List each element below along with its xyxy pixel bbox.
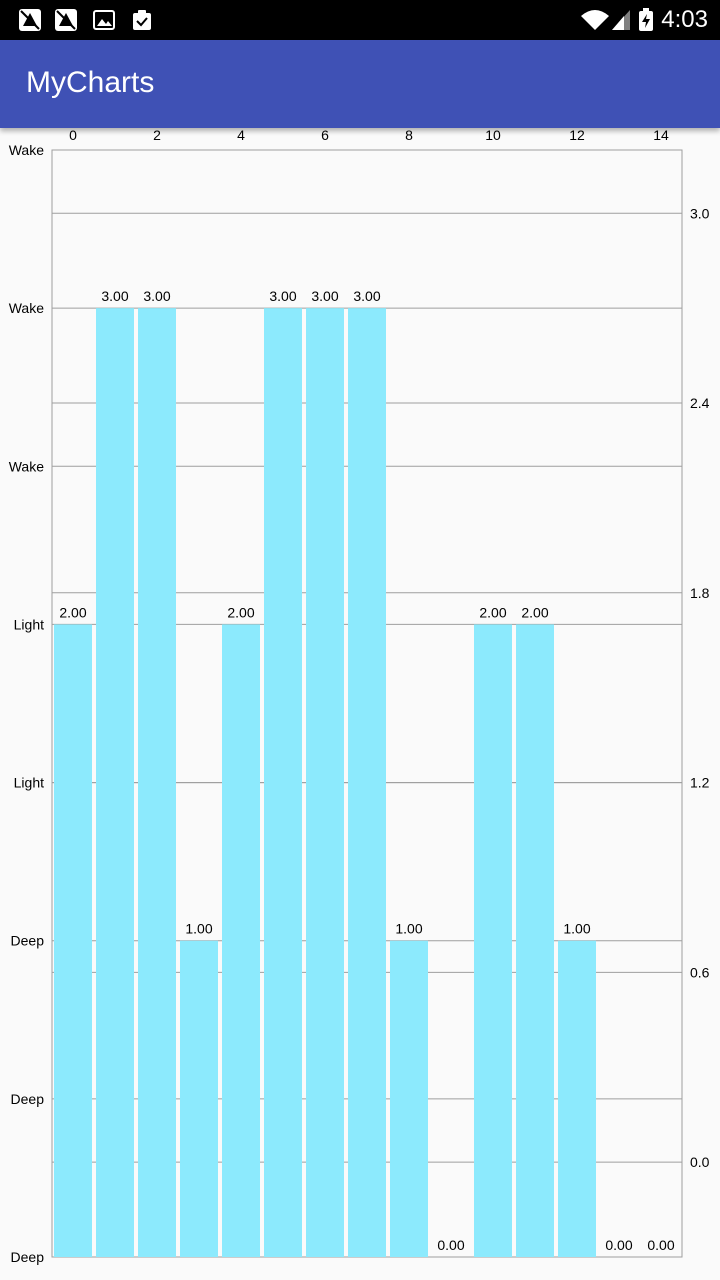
- wifi-icon: [581, 10, 609, 30]
- bar-value-label: 3.00: [353, 288, 380, 304]
- bar-value-label: 1.00: [185, 921, 212, 937]
- clock-time: 4:03: [661, 6, 708, 33]
- bar-value-label: 2.00: [479, 604, 506, 620]
- bar-value-label: 2.00: [227, 604, 254, 620]
- bar-value-label: 1.00: [395, 921, 422, 937]
- battery-charging-icon: [639, 8, 653, 31]
- right-tick-label: 1.8: [690, 585, 710, 601]
- right-tick-label: 0.6: [690, 964, 710, 980]
- bar: [96, 308, 134, 1258]
- bar: [306, 308, 344, 1258]
- left-tick-label: Light: [14, 616, 44, 632]
- bar-value-label: 3.00: [143, 288, 170, 304]
- status-bar: 4:03: [0, 0, 720, 40]
- bar: [180, 940, 218, 1257]
- bar-value-label: 3.00: [311, 288, 338, 304]
- left-tick-label: Wake: [9, 458, 44, 474]
- bar-value-label: 2.00: [521, 604, 548, 620]
- x-tick-label: 12: [569, 128, 585, 143]
- right-tick-label: 2.4: [690, 395, 710, 411]
- app-title: MyCharts: [26, 66, 155, 99]
- right-tick-label: 0.0: [690, 1154, 710, 1170]
- bar-value-label: 2.00: [59, 604, 86, 620]
- bar: [390, 940, 428, 1257]
- x-tick-label: 4: [237, 128, 245, 143]
- left-tick-label: Deep: [11, 933, 45, 949]
- bar: [516, 624, 554, 1257]
- x-tick-label: 2: [153, 128, 161, 143]
- left-tick-label: Deep: [11, 1091, 45, 1107]
- bar: [558, 940, 596, 1257]
- x-tick-label: 6: [321, 128, 329, 143]
- left-tick-label: Deep: [11, 1249, 45, 1265]
- bar: [222, 624, 260, 1257]
- bar-chart: Deep Deep Deep Light Light Wake Wake Wake 0.0 0.6…: [9, 128, 710, 1265]
- x-tick-label: 0: [69, 128, 77, 143]
- bar-value-label: 3.00: [101, 288, 128, 304]
- signal-icon: [612, 10, 630, 30]
- x-tick-label: 8: [405, 128, 413, 143]
- bar: [348, 308, 386, 1258]
- left-tick-label: Wake: [9, 300, 44, 316]
- bar-value-label: 3.00: [269, 288, 296, 304]
- app-bar: MyCharts: [0, 40, 720, 128]
- x-tick-label: 14: [653, 128, 669, 143]
- bar-value-label: 1.00: [563, 921, 590, 937]
- left-tick-label: Wake: [9, 142, 44, 158]
- right-tick-label: 1.2: [690, 775, 710, 791]
- left-tick-label: Light: [14, 775, 44, 791]
- bar: [54, 624, 92, 1257]
- x-tick-label: 10: [485, 128, 501, 143]
- bar-value-label: 0.00: [647, 1237, 674, 1253]
- notification-icon: [19, 9, 41, 31]
- bar: [474, 624, 512, 1257]
- right-tick-label: 3.0: [690, 205, 710, 221]
- bar-value-label: 0.00: [437, 1237, 464, 1253]
- image-icon: [93, 10, 115, 30]
- bar: [264, 308, 302, 1258]
- clipboard-check-icon: [133, 10, 151, 30]
- bar: [138, 308, 176, 1258]
- notification-icon: [55, 9, 77, 31]
- bar-value-label: 0.00: [605, 1237, 632, 1253]
